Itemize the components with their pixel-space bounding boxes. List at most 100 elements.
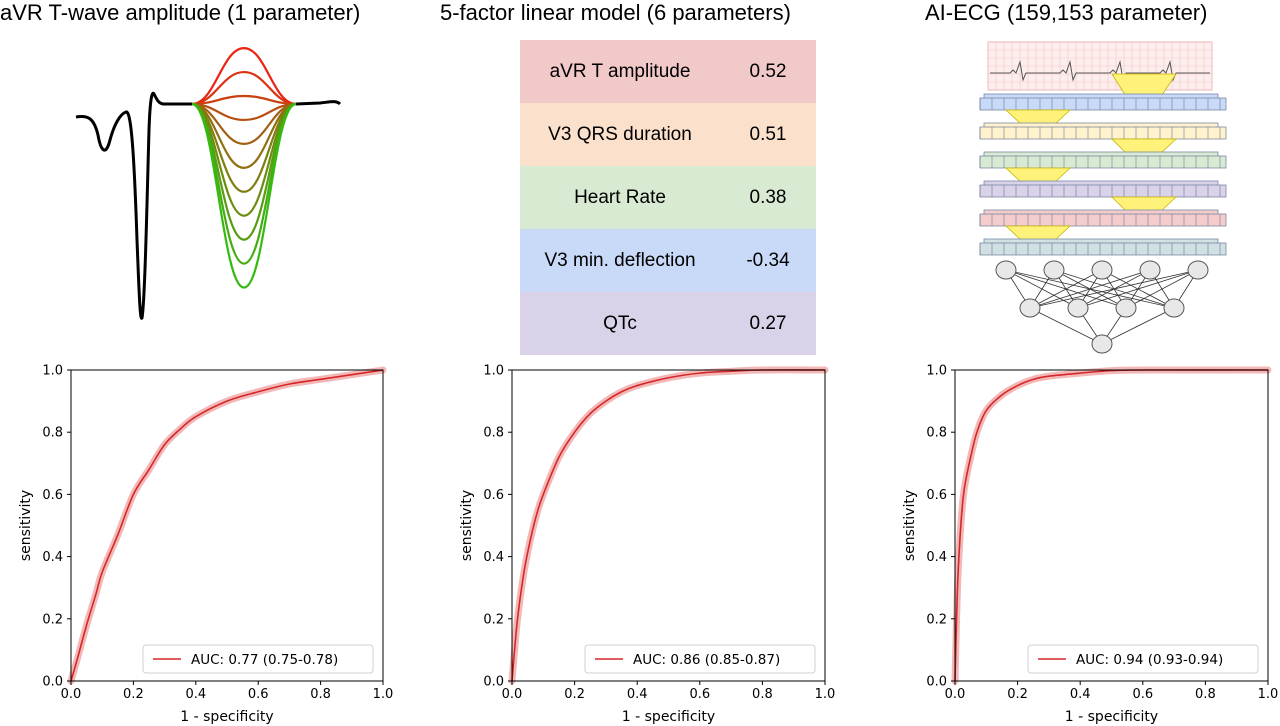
feature-row: Heart Rate 0.38 [520, 166, 816, 229]
feature-row: QTc 0.27 [520, 292, 816, 355]
x-tick-label: 0.4 [1070, 687, 1091, 702]
nn-node [1163, 298, 1185, 318]
ecg-waveform-icon [75, 91, 192, 320]
t-wave-curve [191, 102, 297, 169]
neural-network-icon [995, 260, 1209, 354]
y-tick-label: 0.8 [926, 426, 947, 441]
roc-chart: 0.0 0.2 0.4 0.6 0.8 1.0 0.0 0.2 0.4 0.6 0.8 1.0 1 - … [18, 364, 393, 726]
roc-chart: 0.0 0.2 0.4 0.6 0.8 1.0 0.0 0.2 0.4 0.6 0.8 1.0 1 - … [459, 364, 835, 726]
feature-name: V3 min. deflection [544, 249, 696, 271]
roc-curve [954, 369, 1269, 682]
feature-name: aVR T amplitude [549, 60, 691, 82]
y-tick-label: 0.8 [483, 426, 504, 441]
x-tick-label: 0.4 [185, 687, 206, 702]
y-tick-label: 0.0 [926, 675, 947, 690]
feature-name: QTc [603, 312, 637, 334]
x-tick-label: 0.2 [1007, 687, 1028, 702]
x-tick-label: 0.4 [627, 687, 648, 702]
ecg-baseline-icon [295, 100, 342, 106]
y-tick-label: 0.6 [483, 488, 504, 503]
y-tick-label: 1.0 [42, 364, 63, 379]
y-tick-label: 0.2 [42, 612, 63, 627]
nn-node [1091, 260, 1113, 280]
feature-value: 0.52 [749, 60, 787, 82]
t-wave-curve [191, 70, 297, 106]
x-tick-label: 0.8 [1195, 687, 1216, 702]
y-tick-label: 0.2 [926, 612, 947, 627]
nn-node [1043, 260, 1065, 280]
feature-table: aVR T amplitude 0.52 V3 QRS duration 0.5… [520, 40, 816, 355]
t-wave-curve [191, 102, 297, 241]
x-tick-label: 0.8 [752, 687, 773, 702]
y-tick-label: 0.8 [42, 426, 63, 441]
nn-node [995, 260, 1017, 280]
neural-network-layers-icon [979, 73, 1227, 256]
nn-node [1115, 298, 1137, 318]
legend-box [584, 644, 816, 674]
t-wave-curve [191, 94, 297, 106]
feature-row: aVR T amplitude 0.52 [520, 40, 816, 103]
panel-title-ai-ecg: AI-ECG (159,153 parameter) [925, 0, 1208, 25]
nn-node [1019, 298, 1041, 318]
x-tick-label: 0.6 [689, 687, 710, 702]
y-tick-label: 1.0 [926, 364, 947, 379]
roc-chart: 0.0 0.2 0.4 0.6 0.8 1.0 0.0 0.2 0.4 0.6 0.8 1.0 1 - … [902, 364, 1278, 726]
legend-label: AUC: 0.86 (0.85-0.87) [633, 652, 780, 668]
roc-confidence-band [67, 366, 387, 685]
nn-node [1139, 260, 1161, 280]
x-axis-label: 1 - specificity [622, 709, 715, 725]
t-wave-curve [191, 102, 297, 193]
feature-value: 0.38 [749, 186, 787, 208]
plot-frame [954, 369, 1269, 682]
nn-node [1187, 260, 1209, 280]
t-wave-curve [191, 102, 297, 146]
feature-value: 0.51 [749, 123, 787, 145]
x-tick-label: 1.0 [373, 687, 394, 702]
legend-box [142, 644, 374, 674]
x-tick-label: 1.0 [815, 687, 836, 702]
nn-node [1067, 298, 1089, 318]
y-tick-label: 0.2 [483, 612, 504, 627]
y-tick-label: 0.4 [926, 550, 947, 565]
t-wave-family-icon [191, 47, 297, 289]
t-wave-curve [191, 47, 297, 106]
roc-curve [511, 369, 826, 682]
feature-row: V3 QRS duration 0.51 [520, 103, 816, 166]
y-axis-label: sensitivity [18, 490, 34, 561]
y-tick-label: 0.0 [42, 675, 63, 690]
panel-title-linear-model: 5-factor linear model (6 parameters) [440, 0, 791, 25]
t-wave-curve [191, 102, 297, 289]
feature-name: Heart Rate [574, 186, 666, 208]
x-tick-label: 0.2 [564, 687, 585, 702]
x-tick-label: 0.6 [1132, 687, 1153, 702]
panel-title-avr: aVR T-wave amplitude (1 parameter) [0, 0, 361, 25]
y-axis-label: sensitivity [902, 490, 918, 561]
feature-value: -0.34 [746, 249, 790, 271]
illustrations [75, 41, 1227, 354]
y-tick-label: 0.6 [926, 488, 947, 503]
x-tick-label: 1.0 [1258, 687, 1279, 702]
t-wave-curve [191, 102, 297, 217]
y-tick-label: 0.4 [42, 550, 63, 565]
t-wave-curve [191, 102, 297, 122]
roc-curve [70, 369, 384, 682]
x-tick-label: 0.2 [123, 687, 144, 702]
nn-node [1091, 334, 1113, 354]
y-tick-label: 0.4 [483, 550, 504, 565]
feature-value: 0.27 [749, 312, 787, 334]
roc-confidence-band [508, 366, 829, 685]
roc-confidence-band [951, 366, 1272, 685]
x-tick-label: 0.6 [248, 687, 269, 702]
plot-frame [70, 369, 384, 682]
feature-row: V3 min. deflection -0.34 [520, 229, 816, 292]
y-tick-label: 0.0 [483, 675, 504, 690]
y-tick-label: 1.0 [483, 364, 504, 379]
legend-box [1027, 644, 1259, 674]
x-tick-label: 0.0 [61, 687, 82, 702]
t-wave-curve [191, 102, 297, 265]
legend-label: AUC: 0.94 (0.93-0.94) [1076, 652, 1223, 668]
x-axis-label: 1 - specificity [180, 709, 273, 725]
x-tick-label: 0.8 [310, 687, 331, 702]
feature-name: V3 QRS duration [548, 123, 692, 145]
